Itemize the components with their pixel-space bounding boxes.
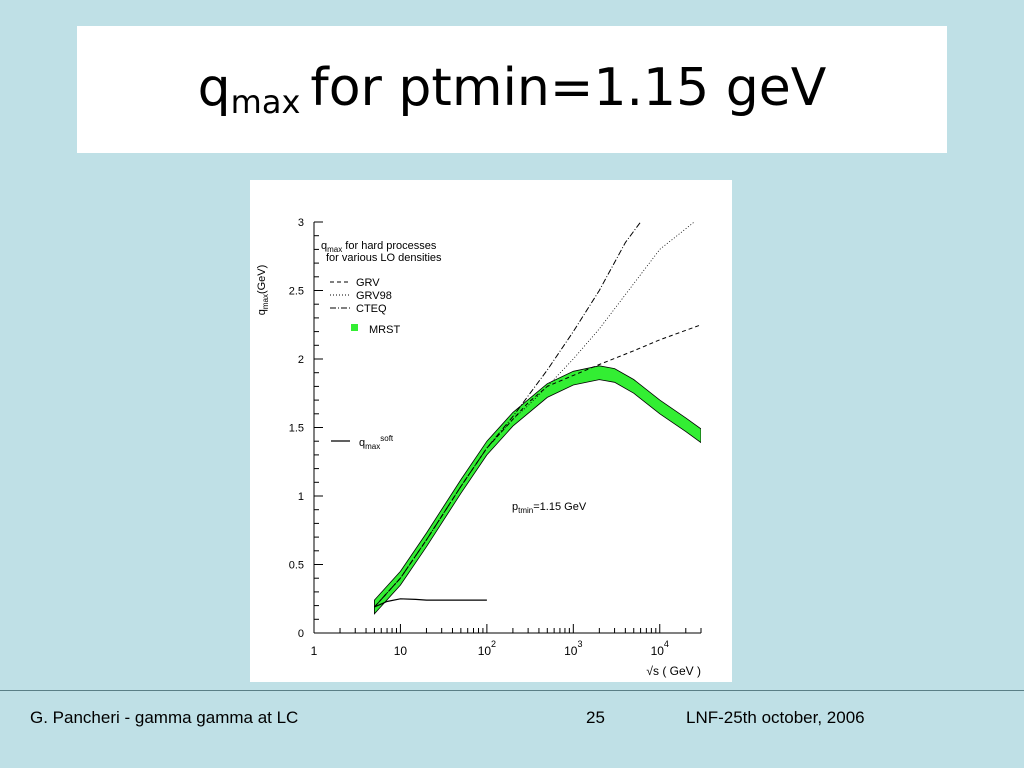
x-tick-label: 1 — [311, 644, 318, 658]
footer-event: LNF-25th october, 2006 — [686, 708, 865, 727]
y-tick-label: 2.5 — [289, 286, 304, 298]
annotation-line2: for various LO densities — [326, 252, 442, 264]
qmax-chart: 0 0.5 1 1.5 2 2.5 3 1 10 102 103 104 qmax(GeV) √s ( G… — [256, 217, 702, 678]
footer-page-number: 25 — [586, 708, 605, 727]
legend-label-grv98: GRV98 — [356, 290, 392, 302]
x-tick-label: 103 — [564, 639, 582, 658]
legend-label-cteq: CTEQ — [356, 303, 387, 315]
chart-panel: 0 0.5 1 1.5 2 2.5 3 1 10 102 103 104 qmax(GeV) √s ( G… — [250, 180, 732, 682]
series-band-mrst — [374, 365, 701, 615]
series-line-cteq — [374, 222, 642, 608]
slide-title: qmax for ptmin=1.15 geV — [198, 58, 827, 121]
legend-label-mrst: MRST — [369, 324, 400, 336]
footer-author: G. Pancheri - gamma gamma at LC — [30, 708, 299, 727]
title-rest: for ptmin=1.15 geV — [310, 58, 827, 118]
x-tick-label: 102 — [478, 639, 496, 658]
y-tick-label: 2 — [298, 354, 304, 366]
series-line-grv — [374, 324, 701, 608]
title-sub: max — [230, 83, 301, 121]
y-axis-label: qmax(GeV) — [256, 265, 270, 316]
annotation-line1: qmax for hard processes — [321, 240, 437, 254]
x-tick-label: 10 — [394, 644, 408, 658]
y-tick-label: 3 — [298, 217, 304, 229]
x-axis-label: √s ( GeV ) — [646, 664, 701, 678]
legend-swatch-mrst — [351, 324, 358, 331]
y-tick-label: 1 — [298, 491, 304, 503]
ptmin-label: ptmin=1.15 GeV — [512, 501, 587, 515]
soft-legend-label: qmaxsoft — [359, 434, 394, 451]
y-tick-label: 1.5 — [289, 423, 304, 435]
footer-divider — [0, 690, 1024, 691]
series-line-soft — [374, 598, 487, 608]
legend-label-grv: GRV — [356, 277, 380, 289]
x-tick-label: 104 — [651, 639, 669, 658]
title-main: q — [197, 58, 231, 118]
y-tick-label: 0.5 — [289, 560, 304, 572]
y-tick-label: 0 — [298, 628, 304, 640]
title-box: qmax for ptmin=1.15 geV — [77, 26, 947, 153]
